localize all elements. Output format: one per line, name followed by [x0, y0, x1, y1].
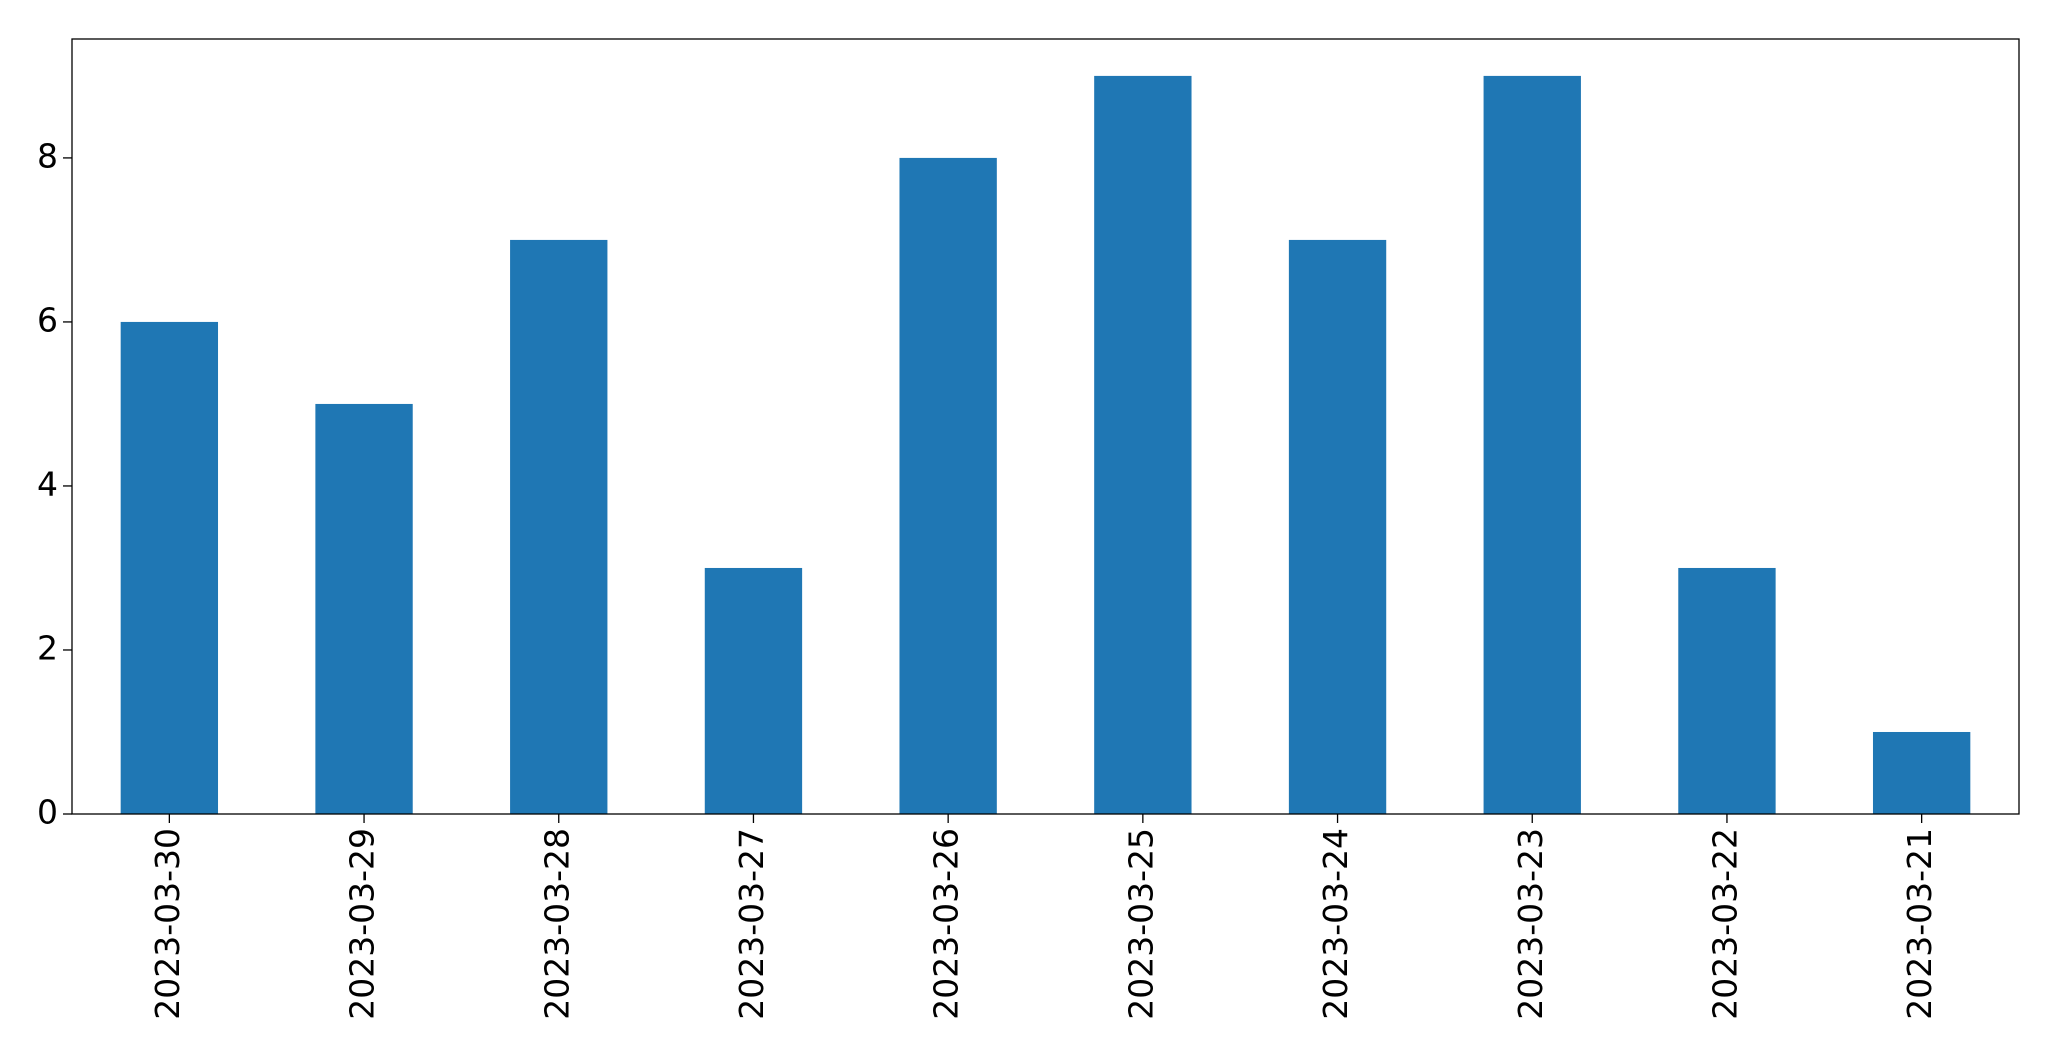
bar [315, 403, 413, 814]
y-tick-label: 4 [37, 464, 58, 503]
bar [899, 157, 997, 814]
x-tick-label: 2023-03-24 [1316, 828, 1355, 1020]
y-tick-label: 2 [37, 628, 58, 667]
bar [704, 567, 803, 814]
x-tick-label: 2023-03-22 [1705, 828, 1744, 1020]
y-tick-label: 6 [37, 300, 58, 339]
x-tick-label: 2023-03-27 [732, 828, 771, 1020]
x-tick-label: 2023-03-28 [537, 828, 576, 1020]
bar [1288, 239, 1387, 815]
bar [1483, 75, 1581, 814]
y-tick-label: 0 [37, 793, 58, 832]
y-tick-label: 8 [37, 136, 58, 175]
x-tick-label: 2023-03-29 [343, 828, 382, 1020]
bar [1094, 75, 1192, 814]
x-tick-label: 2023-03-26 [927, 828, 966, 1020]
bar [1678, 567, 1776, 814]
x-tick-label: 2023-03-25 [1121, 828, 1160, 1020]
x-tick-label: 2023-03-21 [1900, 828, 1939, 1020]
bar [1872, 731, 1971, 814]
plot-frame [71, 38, 2020, 815]
bar [510, 239, 608, 815]
x-tick-label: 2023-03-23 [1511, 828, 1550, 1020]
bar [120, 321, 219, 814]
x-tick-label: 2023-03-30 [148, 828, 187, 1020]
